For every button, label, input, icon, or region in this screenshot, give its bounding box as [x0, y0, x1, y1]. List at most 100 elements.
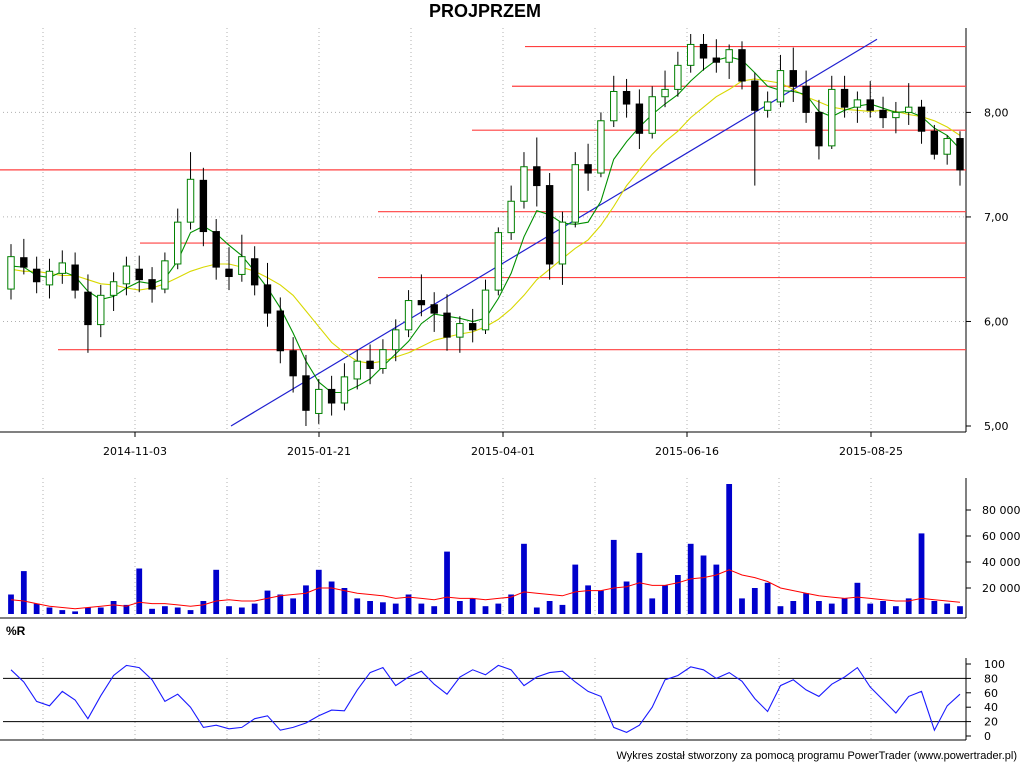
candle-body [340, 376, 349, 404]
volume-bar [533, 607, 540, 614]
candle-body [789, 70, 797, 87]
volume-bar [598, 590, 604, 614]
wr-y-tick-label: 0 [984, 730, 991, 743]
candle [276, 297, 285, 364]
williams-r-label: %R [6, 624, 26, 638]
candle [520, 152, 528, 209]
wr-y-tick-label: 100 [984, 658, 1005, 671]
candle [45, 258, 54, 299]
volume-bar [174, 607, 181, 614]
x-tick-label: 2015-01-21 [287, 445, 351, 458]
candle [238, 234, 246, 282]
candle-body [738, 49, 746, 82]
x-tick-label: 2015-08-25 [839, 445, 903, 458]
candle-body [417, 300, 426, 306]
volume-bar [482, 606, 489, 614]
volume-bar [59, 610, 66, 614]
candle-body [892, 111, 900, 119]
candle-body [866, 99, 874, 111]
volume-bar [867, 603, 874, 614]
candle-body [494, 232, 503, 291]
candle [392, 319, 400, 362]
candle [751, 72, 759, 186]
candle-body [186, 178, 195, 223]
candle [417, 274, 426, 317]
candle-body [699, 43, 708, 59]
x-tick-label: 2015-04-01 [471, 445, 535, 458]
candle [494, 227, 503, 296]
candle-body [392, 329, 400, 351]
volume-bar [803, 593, 809, 614]
volume-bar [367, 601, 373, 614]
candle [712, 39, 721, 73]
candle [58, 250, 67, 284]
candle-body [584, 164, 592, 174]
volume-bar [892, 606, 899, 614]
candle [468, 308, 477, 343]
candle-body [45, 270, 54, 286]
candle [610, 75, 618, 128]
candle [815, 99, 823, 160]
candle [674, 51, 682, 97]
candle [661, 70, 669, 108]
candle-body [635, 103, 644, 134]
candle [840, 75, 849, 118]
candle [545, 173, 554, 280]
volume-bar [277, 594, 284, 614]
volume-bar [585, 585, 591, 614]
candle-body [276, 310, 285, 352]
candle [122, 256, 131, 296]
candle-body [109, 281, 118, 296]
volume-bar [636, 552, 643, 614]
candle [917, 99, 926, 144]
candle [930, 124, 939, 160]
candle-body [289, 350, 297, 377]
candle [776, 54, 785, 108]
candle-body [533, 166, 541, 187]
volume-bar [418, 603, 425, 614]
candle [250, 246, 259, 296]
candle-body [84, 291, 92, 326]
volume-average-line [10, 569, 961, 610]
volume-bar [790, 601, 797, 614]
volume-bar [623, 581, 630, 614]
candle [353, 349, 361, 390]
candle-body [815, 111, 823, 147]
candle-body [943, 138, 951, 155]
candle [853, 91, 862, 123]
candle-body [558, 221, 567, 265]
candle-body [763, 101, 772, 111]
volume-bar [739, 598, 745, 614]
candle-body [956, 138, 964, 171]
candle-body [853, 99, 862, 108]
footer-credit: Wykres został stworzony za pomocą progra… [616, 750, 1017, 762]
candle [802, 70, 810, 123]
candle-body [225, 268, 233, 278]
candle [84, 274, 92, 353]
candle-body [507, 200, 515, 234]
wr-y-tick-label: 80 [984, 672, 998, 685]
candle-body [379, 349, 387, 370]
candle-body [661, 88, 669, 98]
candle-body [686, 43, 695, 66]
volume-bar [508, 594, 515, 614]
candle-body [610, 90, 618, 122]
volume-bar [405, 594, 412, 614]
candle-body [456, 323, 464, 338]
candle-body [725, 49, 733, 63]
price-y-tick-label: 8,00 [984, 106, 1009, 119]
volume-bar [572, 564, 579, 614]
candle [148, 267, 156, 303]
candle-body [648, 96, 656, 134]
volume-bar [392, 603, 399, 614]
candle-body [7, 256, 15, 290]
volume-bar [905, 598, 912, 614]
candle [879, 96, 887, 129]
candle [597, 112, 605, 178]
candle-body [366, 360, 374, 370]
volume-bar [380, 602, 386, 614]
x-tick-label: 2014-11-03 [103, 445, 167, 458]
x-tick-label: 2015-06-16 [655, 445, 719, 458]
volume-bar [20, 571, 27, 614]
volume-bar [213, 569, 220, 614]
